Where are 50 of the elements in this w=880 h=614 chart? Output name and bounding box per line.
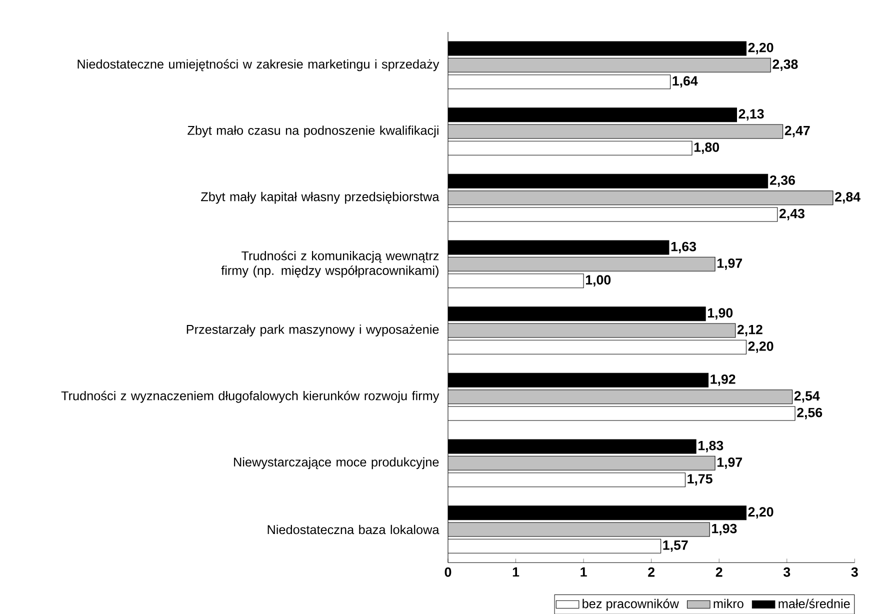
data-label: 1,92 [710,374,736,386]
data-label: 2,36 [770,175,795,187]
bar [448,58,771,72]
data-label: 2,20 [748,341,774,353]
bar [448,256,716,272]
data-label: 2,47 [784,126,810,138]
data-label: 2,12 [737,324,762,336]
data-label: 1,80 [694,142,720,154]
x-tick-label: 1 [580,567,587,576]
y-tick-label: Zbyt mały kapitał własny przedsiębiorstwa [201,192,440,204]
y-tick-label: Przestarzały park maszynowy i wyposażenie [186,324,439,336]
data-label: 2,56 [797,408,822,420]
data-label: 1,64 [672,76,698,88]
data-label: 2,20 [748,506,774,518]
data-label: 1,83 [698,440,724,452]
data-label: 1,93 [712,524,737,536]
legend-label: bez pracowników [582,598,679,611]
data-label: 2,20 [748,42,774,54]
data-label: 2,38 [772,59,798,71]
data-label: 2,13 [738,108,764,120]
data-label: 1,63 [671,242,696,254]
legend-label: małe/średnie [778,598,850,608]
data-label: 2,43 [779,208,804,220]
data-label: 1,97 [717,457,742,469]
bar [448,190,834,205]
data-label: 1,75 [688,474,712,486]
data-label: 1,90 [708,308,733,320]
bar [448,323,736,338]
bar [448,456,716,470]
x-tick-label: 2 [716,567,722,577]
y-tick-label: Trudności z komunikacją wewnątrz firmy (np. między współpracownikami) [221,250,439,278]
data-label: 2,84 [835,192,860,204]
x-tick-label: 0 [444,567,452,577]
x-tick-label: 2 [648,567,655,577]
x-tick-label: 3 [783,567,790,577]
bar [448,522,710,537]
data-label: 1,57 [663,540,688,552]
y-tick-label: Trudności z wyznaczeniem długofalowych kierunków rozwoju firmy [61,390,440,403]
y-tick-label: Zbyt mało czasu na podnoszenie kwalifikacji [188,125,438,138]
y-tick-label: Niedostateczne umiejętności w zakresie marketingu i sprzedaży [78,59,440,71]
data-label: 2,54 [794,390,820,402]
data-label: 1,00 [586,274,611,286]
y-tick-label: Niewystarczające moce produkcyjne [234,457,439,469]
data-label: 1,97 [717,258,742,270]
x-tick-label: 3 [851,567,858,577]
y-tick-label: Niedostateczna baza lokalowa [268,524,440,534]
x-tick-label: 1 [512,567,520,576]
bar [448,124,784,139]
legend-label: mikro [714,598,744,608]
bar [448,389,793,404]
